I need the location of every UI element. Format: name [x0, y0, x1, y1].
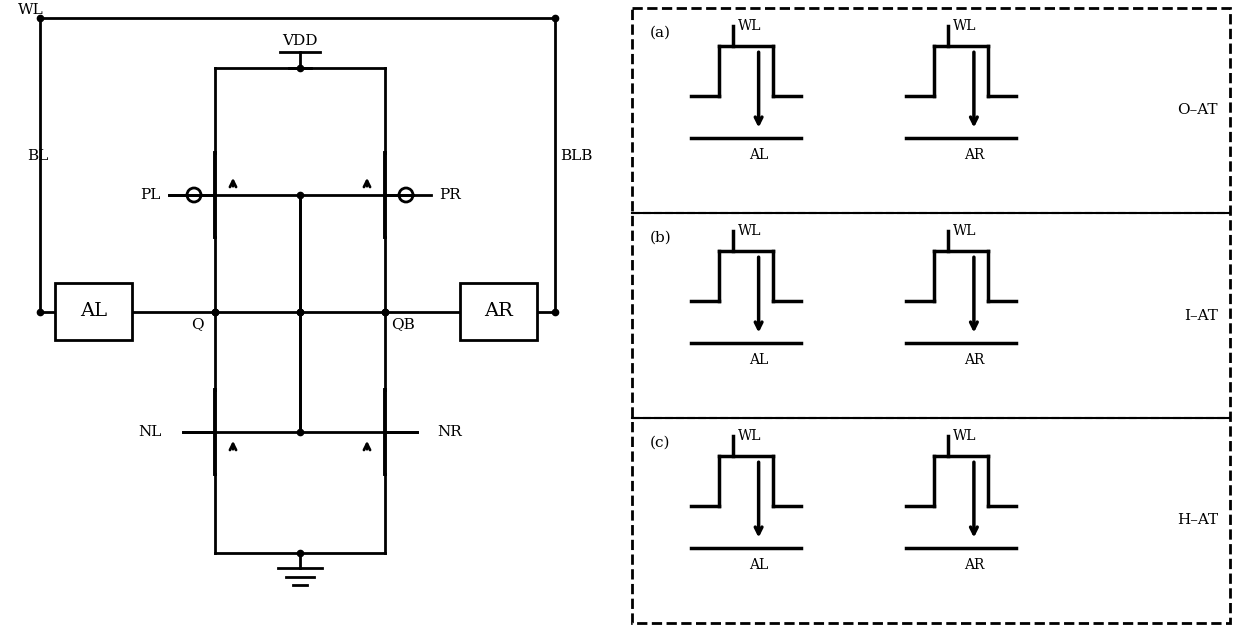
Text: NR: NR — [438, 425, 463, 439]
Bar — [632, 8, 1230, 623]
Text: WL: WL — [952, 225, 976, 239]
Text: AR: AR — [963, 353, 985, 367]
Text: O–AT: O–AT — [1178, 103, 1218, 117]
Text: BL: BL — [27, 149, 48, 163]
Text: WL: WL — [952, 430, 976, 444]
Text: AR: AR — [963, 148, 985, 162]
Text: (b): (b) — [650, 231, 672, 245]
Text: (c): (c) — [650, 436, 671, 450]
Text: WL: WL — [738, 20, 761, 33]
Text: VDD: VDD — [283, 34, 317, 48]
Text: WL: WL — [738, 430, 761, 444]
Bar — [55, 283, 131, 340]
Text: AR: AR — [484, 302, 513, 321]
Text: WL: WL — [952, 20, 976, 33]
Text: H–AT: H–AT — [1177, 514, 1218, 528]
Bar — [460, 283, 537, 340]
Text: PR: PR — [439, 188, 461, 202]
Text: (a): (a) — [650, 26, 671, 40]
Text: QB: QB — [391, 317, 415, 331]
Text: BLB: BLB — [560, 149, 593, 163]
Text: PL: PL — [140, 188, 160, 202]
Text: AR: AR — [963, 558, 985, 572]
Text: AL: AL — [749, 558, 769, 572]
Text: WL: WL — [19, 3, 43, 17]
Text: AL: AL — [749, 353, 769, 367]
Text: Q: Q — [191, 317, 203, 331]
Text: AL: AL — [79, 302, 107, 321]
Text: NL: NL — [139, 425, 161, 439]
Text: I–AT: I–AT — [1184, 309, 1218, 322]
Text: WL: WL — [738, 225, 761, 239]
Text: AL: AL — [749, 148, 769, 162]
